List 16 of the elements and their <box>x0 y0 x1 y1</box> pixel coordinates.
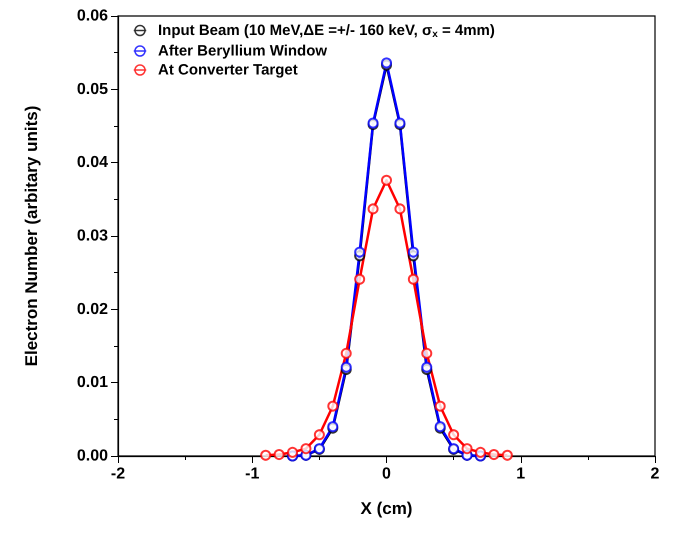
y-tick-label: 0.05 <box>76 80 108 98</box>
legend-label: At Converter Target <box>158 62 298 78</box>
y-tick-label: 0.02 <box>76 300 108 318</box>
y-axis-title: Electron Number (arbitary units) <box>22 106 41 366</box>
x-tick-label: 0 <box>382 466 392 482</box>
y-tick-label: 0.04 <box>76 154 108 172</box>
y-tick-label: 0.06 <box>76 8 108 24</box>
x-tick-label: -2 <box>110 466 126 482</box>
y-tick-label: 0.03 <box>76 228 108 244</box>
x-axis-title: X (cm) <box>360 499 412 518</box>
x-tick-label: 2 <box>650 466 660 482</box>
x-tick-label: 1 <box>516 466 526 482</box>
legend-label: After Beryllium Window <box>158 42 328 60</box>
x-tick-label: -1 <box>245 466 260 482</box>
y-tick-label: 0.01 <box>76 374 108 392</box>
y-tick-label: 0.00 <box>76 448 108 464</box>
